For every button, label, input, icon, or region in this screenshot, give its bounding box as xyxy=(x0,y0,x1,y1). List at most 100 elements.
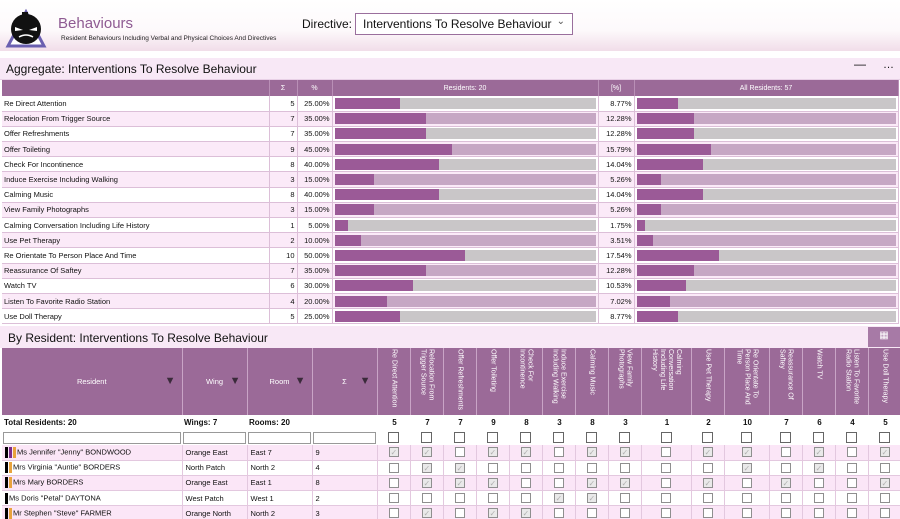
filter-checkbox[interactable] xyxy=(388,432,399,443)
aggregate-row[interactable]: Relocation From Trigger Source 7 35.00% 12.… xyxy=(2,111,899,127)
intervention-checkbox[interactable] xyxy=(661,462,671,473)
header-intervention[interactable]: Watch TV xyxy=(802,348,836,415)
more-options-button[interactable]: … xyxy=(883,59,895,71)
filter-checkbox[interactable] xyxy=(846,432,857,443)
header-room[interactable]: Room ▼ xyxy=(247,348,313,415)
resident-row[interactable]: Ms Jennifer "Jenny" BONDWOOD Orange East E… xyxy=(2,445,900,461)
directive-select[interactable]: Interventions To Resolve Behaviour ⌄ xyxy=(355,13,573,35)
filter-checkbox[interactable] xyxy=(586,432,597,443)
intervention-checkbox[interactable] xyxy=(702,447,713,458)
filter-icon[interactable]: ▼ xyxy=(359,375,371,387)
intervention-checkbox[interactable] xyxy=(702,462,713,473)
filter-checkbox[interactable] xyxy=(879,432,890,443)
intervention-checkbox[interactable] xyxy=(553,477,564,488)
intervention-checkbox[interactable] xyxy=(454,462,465,473)
intervention-checkbox[interactable] xyxy=(741,462,752,473)
intervention-checkbox[interactable] xyxy=(619,508,630,519)
header-intervention[interactable]: Offer Refreshments xyxy=(443,348,477,415)
intervention-checkbox[interactable] xyxy=(661,493,671,504)
filter-checkbox[interactable] xyxy=(741,432,752,443)
aggregate-row[interactable]: Calming Conversation Including Life Hist… xyxy=(2,217,899,234)
room-filter-input[interactable] xyxy=(248,431,311,444)
intervention-checkbox[interactable] xyxy=(586,493,597,504)
intervention-checkbox[interactable] xyxy=(454,447,465,458)
header-intervention[interactable]: Listen To Favorite Radio Station xyxy=(835,348,869,415)
resident-row[interactable]: Ms Doris "Petal" DAYTONA West Patch West 1… xyxy=(2,490,900,507)
intervention-checkbox[interactable] xyxy=(879,508,890,519)
intervention-checkbox[interactable] xyxy=(487,462,498,473)
intervention-checkbox[interactable] xyxy=(879,477,890,488)
intervention-checkbox[interactable] xyxy=(520,508,531,519)
intervention-checkbox[interactable] xyxy=(421,477,432,488)
intervention-checkbox[interactable] xyxy=(780,508,791,519)
intervention-checkbox[interactable] xyxy=(846,493,857,504)
intervention-checkbox[interactable] xyxy=(388,462,399,473)
table-view-icon[interactable]: ▦ xyxy=(868,327,900,347)
aggregate-row[interactable]: Re Orientate To Person Place And Time 10 5… xyxy=(2,247,899,264)
filter-checkbox[interactable] xyxy=(813,432,824,443)
filter-icon[interactable]: ▼ xyxy=(229,375,241,387)
aggregate-row[interactable]: Check For Incontinence 8 40.00% 14.04% xyxy=(2,156,899,173)
intervention-checkbox[interactable] xyxy=(661,477,671,488)
intervention-checkbox[interactable] xyxy=(388,447,399,458)
intervention-checkbox[interactable] xyxy=(846,508,857,519)
intervention-checkbox[interactable] xyxy=(813,477,824,488)
intervention-checkbox[interactable] xyxy=(454,477,465,488)
intervention-checkbox[interactable] xyxy=(520,477,531,488)
intervention-checkbox[interactable] xyxy=(813,493,824,504)
header-intervention[interactable]: Induce Exercise Including Walking xyxy=(542,348,576,415)
intervention-checkbox[interactable] xyxy=(421,493,432,504)
header-intervention[interactable]: Check For Incontinence xyxy=(509,348,543,415)
aggregate-row[interactable]: Induce Exercise Including Walking 3 15.00%… xyxy=(2,171,899,188)
intervention-checkbox[interactable] xyxy=(388,493,399,504)
intervention-checkbox[interactable] xyxy=(741,508,752,519)
intervention-checkbox[interactable] xyxy=(553,493,564,504)
aggregate-row[interactable]: Re Direct Attention 5 25.00% 8.77% xyxy=(2,96,899,112)
intervention-checkbox[interactable] xyxy=(813,508,824,519)
filter-checkbox[interactable] xyxy=(702,432,713,443)
header-intervention[interactable]: Re Orientate To Person Place And Time xyxy=(724,348,770,415)
header-intervention[interactable]: Calming Music xyxy=(575,348,609,415)
intervention-checkbox[interactable] xyxy=(553,508,564,519)
intervention-checkbox[interactable] xyxy=(619,447,630,458)
wing-filter-input[interactable] xyxy=(183,431,246,444)
header-wing[interactable]: Wing ▼ xyxy=(182,348,248,415)
aggregate-row[interactable]: Use Pet Therapy 2 10.00% 3.51% xyxy=(2,232,899,249)
intervention-checkbox[interactable] xyxy=(619,493,630,504)
intervention-checkbox[interactable] xyxy=(846,462,857,473)
intervention-checkbox[interactable] xyxy=(661,508,671,519)
filter-checkbox[interactable] xyxy=(619,432,630,443)
intervention-checkbox[interactable] xyxy=(813,462,824,473)
aggregate-header-all[interactable]: All Residents: 57 xyxy=(634,80,899,96)
aggregate-row[interactable]: Reassurance Of Saftey 7 35.00% 12.28% xyxy=(2,263,899,279)
aggregate-row[interactable]: Calming Music 8 40.00% 14.04% xyxy=(2,187,899,203)
intervention-checkbox[interactable] xyxy=(846,477,857,488)
aggregate-row[interactable]: View Family Photographs 3 15.00% 5.26% xyxy=(2,202,899,219)
intervention-checkbox[interactable] xyxy=(520,462,531,473)
intervention-checkbox[interactable] xyxy=(520,493,531,504)
resident-row[interactable]: Mrs Virginia "Auntie" BORDERS North Patch… xyxy=(2,460,900,476)
intervention-checkbox[interactable] xyxy=(487,508,498,519)
aggregate-row[interactable]: Listen To Favorite Radio Station 4 20.00% 7… xyxy=(2,293,899,310)
intervention-checkbox[interactable] xyxy=(586,447,597,458)
intervention-checkbox[interactable] xyxy=(619,462,630,473)
intervention-checkbox[interactable] xyxy=(741,447,752,458)
intervention-checkbox[interactable] xyxy=(421,462,432,473)
intervention-checkbox[interactable] xyxy=(487,493,498,504)
header-sigma[interactable]: Σ ▼ xyxy=(312,348,378,415)
header-intervention[interactable]: Re Direct Attention xyxy=(377,348,411,415)
intervention-checkbox[interactable] xyxy=(879,447,890,458)
intervention-checkbox[interactable] xyxy=(813,447,824,458)
intervention-checkbox[interactable] xyxy=(388,508,399,519)
intervention-checkbox[interactable] xyxy=(586,477,597,488)
intervention-checkbox[interactable] xyxy=(702,477,713,488)
intervention-checkbox[interactable] xyxy=(702,493,713,504)
intervention-checkbox[interactable] xyxy=(553,447,564,458)
header-intervention[interactable]: Reassurance Of Saftey xyxy=(769,348,803,415)
aggregate-row[interactable]: Offer Refreshments 7 35.00% 12.28% xyxy=(2,126,899,143)
header-intervention[interactable]: Relocation From Trigger Source xyxy=(410,348,444,415)
filter-icon[interactable]: ▼ xyxy=(294,375,306,387)
header-intervention[interactable]: Calming Conversation Including Life Hist… xyxy=(641,348,692,415)
intervention-checkbox[interactable] xyxy=(421,447,432,458)
intervention-checkbox[interactable] xyxy=(454,493,465,504)
